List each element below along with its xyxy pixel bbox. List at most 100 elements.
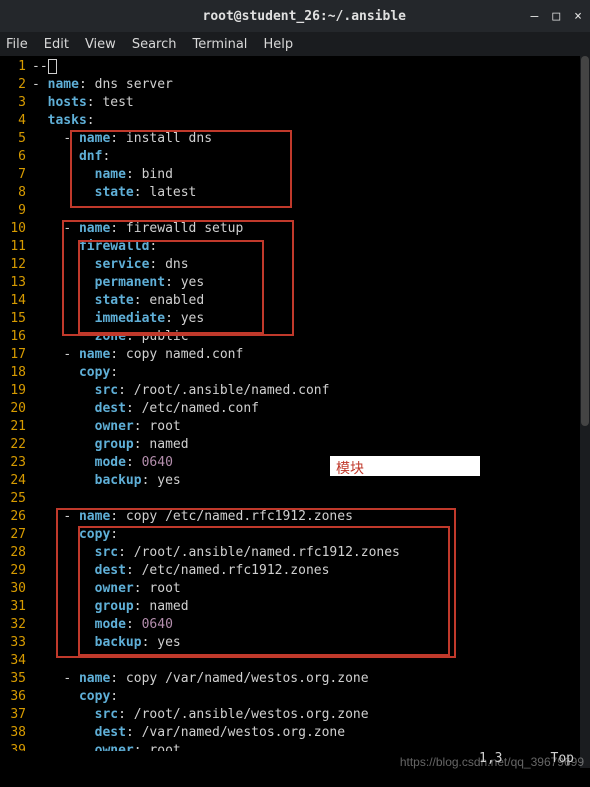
line-number: 33	[0, 634, 32, 652]
line-number: 35	[0, 670, 32, 688]
code-line[interactable]: 18 copy:	[0, 364, 590, 382]
code-line[interactable]: 17 - name: copy named.conf	[0, 346, 590, 364]
code-content: owner: root	[32, 418, 590, 436]
code-content: hosts: test	[32, 94, 590, 112]
menu-view[interactable]: View	[85, 37, 116, 52]
code-line[interactable]: 24 backup: yes	[0, 472, 590, 490]
code-line[interactable]: 33 backup: yes	[0, 634, 590, 652]
menu-terminal[interactable]: Terminal	[192, 37, 247, 52]
code-content: immediate: yes	[32, 310, 590, 328]
code-line[interactable]: 28 src: /root/.ansible/named.rfc1912.zon…	[0, 544, 590, 562]
code-line[interactable]: 11 firewalld:	[0, 238, 590, 256]
menu-help[interactable]: Help	[263, 37, 293, 52]
line-number: 1	[0, 58, 32, 76]
code-line[interactable]: 15 immediate: yes	[0, 310, 590, 328]
line-number: 9	[0, 202, 32, 220]
code-content: backup: yes	[32, 634, 590, 652]
line-number: 22	[0, 436, 32, 454]
code-line[interactable]: 29 dest: /etc/named.rfc1912.zones	[0, 562, 590, 580]
code-content: group: named	[32, 598, 590, 616]
code-content: mode: 0640	[32, 616, 590, 634]
code-line[interactable]: 14 state: enabled	[0, 292, 590, 310]
code-line[interactable]: 20 dest: /etc/named.conf	[0, 400, 590, 418]
code-line[interactable]: 5 - name: install dns	[0, 130, 590, 148]
code-line[interactable]: 27 copy:	[0, 526, 590, 544]
line-number: 28	[0, 544, 32, 562]
code-content: - name: copy named.conf	[32, 346, 590, 364]
code-line[interactable]: 35 - name: copy /var/named/westos.org.zo…	[0, 670, 590, 688]
annotation-note: 模块	[330, 456, 480, 476]
code-line[interactable]: 2- name: dns server	[0, 76, 590, 94]
code-content: - name: install dns	[32, 130, 590, 148]
code-line[interactable]: 21 owner: root	[0, 418, 590, 436]
code-line[interactable]: 10 - name: firewalld setup	[0, 220, 590, 238]
line-number: 10	[0, 220, 32, 238]
code-content: state: latest	[32, 184, 590, 202]
code-line[interactable]: 32 mode: 0640	[0, 616, 590, 634]
code-line[interactable]: 30 owner: root	[0, 580, 590, 598]
code-line[interactable]: 4 tasks:	[0, 112, 590, 130]
line-number: 12	[0, 256, 32, 274]
code-content: --	[32, 58, 590, 76]
code-line[interactable]: 1--	[0, 58, 590, 76]
code-content: - name: dns server	[32, 76, 590, 94]
window-controls: — □ ×	[531, 9, 582, 24]
code-line[interactable]: 25	[0, 490, 590, 508]
maximize-icon[interactable]: □	[552, 9, 560, 24]
code-content: dnf:	[32, 148, 590, 166]
code-line[interactable]: 3 hosts: test	[0, 94, 590, 112]
line-number: 7	[0, 166, 32, 184]
menu-search[interactable]: Search	[132, 37, 177, 52]
line-number: 27	[0, 526, 32, 544]
line-number: 25	[0, 490, 32, 508]
code-content: copy:	[32, 364, 590, 382]
code-line[interactable]: 13 permanent: yes	[0, 274, 590, 292]
watermark: https://blog.csdn.net/qq_39679699	[400, 755, 584, 769]
scrollbar-thumb[interactable]	[581, 56, 589, 426]
scrollbar-track[interactable]	[580, 56, 590, 768]
code-line[interactable]: 34	[0, 652, 590, 670]
code-content: group: named	[32, 436, 590, 454]
code-line[interactable]: 19 src: /root/.ansible/named.conf	[0, 382, 590, 400]
code-line[interactable]: 7 name: bind	[0, 166, 590, 184]
line-number: 38	[0, 724, 32, 742]
code-content: dest: /etc/named.rfc1912.zones	[32, 562, 590, 580]
window-title: root@student_26:~/.ansible	[78, 9, 531, 24]
line-number: 4	[0, 112, 32, 130]
code-line[interactable]: 8 state: latest	[0, 184, 590, 202]
menu-edit[interactable]: Edit	[44, 37, 69, 52]
code-content: - name: copy /etc/named.rfc1912.zones	[32, 508, 590, 526]
code-content: name: bind	[32, 166, 590, 184]
line-number: 19	[0, 382, 32, 400]
code-content: mode: 0640	[32, 454, 590, 472]
line-number: 6	[0, 148, 32, 166]
close-icon[interactable]: ×	[574, 9, 582, 24]
line-number: 31	[0, 598, 32, 616]
line-number: 18	[0, 364, 32, 382]
code-line[interactable]: 6 dnf:	[0, 148, 590, 166]
line-number: 2	[0, 76, 32, 94]
code-line[interactable]: 31 group: named	[0, 598, 590, 616]
code-line[interactable]: 38 dest: /var/named/westos.org.zone	[0, 724, 590, 742]
line-number: 3	[0, 94, 32, 112]
code-line[interactable]: 36 copy:	[0, 688, 590, 706]
code-line[interactable]: 22 group: named	[0, 436, 590, 454]
cursor-icon	[48, 59, 57, 74]
code-line[interactable]: 9	[0, 202, 590, 220]
line-number: 23	[0, 454, 32, 472]
line-number: 21	[0, 418, 32, 436]
code-line[interactable]: 12 service: dns	[0, 256, 590, 274]
minimize-icon[interactable]: —	[531, 9, 539, 24]
editor-viewport[interactable]: 1--2- name: dns server3 hosts: test4 tas…	[0, 56, 590, 787]
code-line[interactable]: 16 zone: public	[0, 328, 590, 346]
line-number: 11	[0, 238, 32, 256]
code-line[interactable]: 37 src: /root/.ansible/westos.org.zone	[0, 706, 590, 724]
line-number: 32	[0, 616, 32, 634]
code-content: owner: root	[32, 580, 590, 598]
code-line[interactable]: 26 - name: copy /etc/named.rfc1912.zones	[0, 508, 590, 526]
code-content: src: /root/.ansible/named.conf	[32, 382, 590, 400]
menu-file[interactable]: File	[6, 37, 28, 52]
code-line[interactable]: 23 mode: 0640	[0, 454, 590, 472]
code-content	[32, 490, 590, 508]
code-content: dest: /var/named/westos.org.zone	[32, 724, 590, 742]
